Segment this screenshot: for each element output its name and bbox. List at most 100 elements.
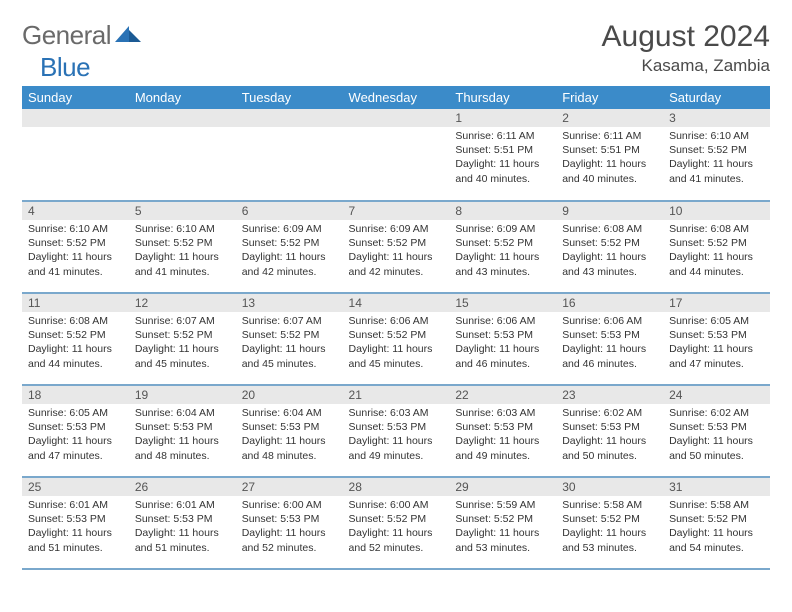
- day-number: 27: [236, 478, 343, 496]
- calendar-cell: [22, 109, 129, 201]
- day-details: Sunrise: 6:07 AMSunset: 5:52 PMDaylight:…: [129, 312, 236, 375]
- sunset-line: Sunset: 5:52 PM: [28, 236, 123, 250]
- daylight-line: Daylight: 11 hours and 52 minutes.: [242, 526, 337, 554]
- calendar-cell: 16Sunrise: 6:06 AMSunset: 5:53 PMDayligh…: [556, 293, 663, 385]
- daylight-line: Daylight: 11 hours and 51 minutes.: [135, 526, 230, 554]
- sunset-line: Sunset: 5:52 PM: [669, 512, 764, 526]
- sunrise-line: Sunrise: 6:03 AM: [455, 406, 550, 420]
- day-number: 3: [663, 109, 770, 127]
- daylight-line: Daylight: 11 hours and 48 minutes.: [242, 434, 337, 462]
- sunrise-line: Sunrise: 6:08 AM: [669, 222, 764, 236]
- sunset-line: Sunset: 5:53 PM: [669, 420, 764, 434]
- day-number: 22: [449, 386, 556, 404]
- day-number: 24: [663, 386, 770, 404]
- sunset-line: Sunset: 5:53 PM: [455, 420, 550, 434]
- calendar-table: Sunday Monday Tuesday Wednesday Thursday…: [22, 86, 770, 570]
- day-details: Sunrise: 6:09 AMSunset: 5:52 PMDaylight:…: [236, 220, 343, 283]
- sunrise-line: Sunrise: 5:58 AM: [562, 498, 657, 512]
- sunrise-line: Sunrise: 6:02 AM: [562, 406, 657, 420]
- day-number: 15: [449, 294, 556, 312]
- sunset-line: Sunset: 5:53 PM: [28, 420, 123, 434]
- sunset-line: Sunset: 5:51 PM: [455, 143, 550, 157]
- sunrise-line: Sunrise: 6:05 AM: [669, 314, 764, 328]
- calendar-cell: 18Sunrise: 6:05 AMSunset: 5:53 PMDayligh…: [22, 385, 129, 477]
- daylight-line: Daylight: 11 hours and 40 minutes.: [455, 157, 550, 185]
- calendar-cell: 27Sunrise: 6:00 AMSunset: 5:53 PMDayligh…: [236, 477, 343, 569]
- sunrise-line: Sunrise: 6:04 AM: [242, 406, 337, 420]
- calendar-row: 18Sunrise: 6:05 AMSunset: 5:53 PMDayligh…: [22, 385, 770, 477]
- daylight-line: Daylight: 11 hours and 41 minutes.: [135, 250, 230, 278]
- daylight-line: Daylight: 11 hours and 46 minutes.: [562, 342, 657, 370]
- day-number: 17: [663, 294, 770, 312]
- day-details: Sunrise: 6:05 AMSunset: 5:53 PMDaylight:…: [22, 404, 129, 467]
- sunset-line: Sunset: 5:52 PM: [455, 236, 550, 250]
- day-details: Sunrise: 6:10 AMSunset: 5:52 PMDaylight:…: [663, 127, 770, 190]
- sunset-line: Sunset: 5:53 PM: [562, 420, 657, 434]
- daylight-line: Daylight: 11 hours and 53 minutes.: [455, 526, 550, 554]
- day-details: Sunrise: 6:04 AMSunset: 5:53 PMDaylight:…: [129, 404, 236, 467]
- sunrise-line: Sunrise: 6:10 AM: [669, 129, 764, 143]
- day-number: 4: [22, 202, 129, 220]
- day-details: Sunrise: 6:06 AMSunset: 5:53 PMDaylight:…: [449, 312, 556, 375]
- sunrise-line: Sunrise: 6:06 AM: [562, 314, 657, 328]
- weekday-header: Sunday: [22, 86, 129, 109]
- day-number: 6: [236, 202, 343, 220]
- logo-text-1: General: [22, 20, 111, 51]
- day-number: 25: [22, 478, 129, 496]
- weekday-header: Thursday: [449, 86, 556, 109]
- calendar-cell: [343, 109, 450, 201]
- calendar-cell: 13Sunrise: 6:07 AMSunset: 5:52 PMDayligh…: [236, 293, 343, 385]
- day-details: Sunrise: 6:06 AMSunset: 5:53 PMDaylight:…: [556, 312, 663, 375]
- daylight-line: Daylight: 11 hours and 53 minutes.: [562, 526, 657, 554]
- sunset-line: Sunset: 5:53 PM: [562, 328, 657, 342]
- day-number: 11: [22, 294, 129, 312]
- day-details: Sunrise: 6:03 AMSunset: 5:53 PMDaylight:…: [449, 404, 556, 467]
- day-details: Sunrise: 6:03 AMSunset: 5:53 PMDaylight:…: [343, 404, 450, 467]
- calendar-row: 4Sunrise: 6:10 AMSunset: 5:52 PMDaylight…: [22, 201, 770, 293]
- calendar-cell: 5Sunrise: 6:10 AMSunset: 5:52 PMDaylight…: [129, 201, 236, 293]
- sunrise-line: Sunrise: 6:11 AM: [455, 129, 550, 143]
- calendar-cell: 3Sunrise: 6:10 AMSunset: 5:52 PMDaylight…: [663, 109, 770, 201]
- sunrise-line: Sunrise: 6:09 AM: [349, 222, 444, 236]
- day-number: 14: [343, 294, 450, 312]
- daylight-line: Daylight: 11 hours and 41 minutes.: [669, 157, 764, 185]
- header: General August 2024 Kasama, Zambia: [22, 20, 770, 76]
- day-number: 30: [556, 478, 663, 496]
- weekday-header: Monday: [129, 86, 236, 109]
- daylight-line: Daylight: 11 hours and 50 minutes.: [669, 434, 764, 462]
- calendar-cell: [236, 109, 343, 201]
- calendar-cell: 24Sunrise: 6:02 AMSunset: 5:53 PMDayligh…: [663, 385, 770, 477]
- calendar-cell: [129, 109, 236, 201]
- day-details: Sunrise: 6:08 AMSunset: 5:52 PMDaylight:…: [22, 312, 129, 375]
- sunrise-line: Sunrise: 6:10 AM: [28, 222, 123, 236]
- sunset-line: Sunset: 5:52 PM: [242, 328, 337, 342]
- sunrise-line: Sunrise: 6:06 AM: [455, 314, 550, 328]
- daylight-line: Daylight: 11 hours and 47 minutes.: [28, 434, 123, 462]
- calendar-cell: 30Sunrise: 5:58 AMSunset: 5:52 PMDayligh…: [556, 477, 663, 569]
- daylight-line: Daylight: 11 hours and 49 minutes.: [455, 434, 550, 462]
- sunset-line: Sunset: 5:52 PM: [28, 328, 123, 342]
- day-number: 21: [343, 386, 450, 404]
- sunrise-line: Sunrise: 6:09 AM: [242, 222, 337, 236]
- sunset-line: Sunset: 5:52 PM: [135, 236, 230, 250]
- daylight-line: Daylight: 11 hours and 45 minutes.: [242, 342, 337, 370]
- sunrise-line: Sunrise: 6:06 AM: [349, 314, 444, 328]
- day-number: 16: [556, 294, 663, 312]
- day-number: 1: [449, 109, 556, 127]
- daylight-line: Daylight: 11 hours and 41 minutes.: [28, 250, 123, 278]
- day-number: 31: [663, 478, 770, 496]
- sunrise-line: Sunrise: 6:09 AM: [455, 222, 550, 236]
- daylight-line: Daylight: 11 hours and 51 minutes.: [28, 526, 123, 554]
- day-details: Sunrise: 6:00 AMSunset: 5:53 PMDaylight:…: [236, 496, 343, 559]
- calendar-cell: 15Sunrise: 6:06 AMSunset: 5:53 PMDayligh…: [449, 293, 556, 385]
- calendar-cell: 14Sunrise: 6:06 AMSunset: 5:52 PMDayligh…: [343, 293, 450, 385]
- sunrise-line: Sunrise: 6:01 AM: [135, 498, 230, 512]
- day-details: Sunrise: 6:04 AMSunset: 5:53 PMDaylight:…: [236, 404, 343, 467]
- day-number: 7: [343, 202, 450, 220]
- day-number: 19: [129, 386, 236, 404]
- calendar-cell: 9Sunrise: 6:08 AMSunset: 5:52 PMDaylight…: [556, 201, 663, 293]
- weekday-header-row: Sunday Monday Tuesday Wednesday Thursday…: [22, 86, 770, 109]
- calendar-cell: 31Sunrise: 5:58 AMSunset: 5:52 PMDayligh…: [663, 477, 770, 569]
- calendar-cell: 28Sunrise: 6:00 AMSunset: 5:52 PMDayligh…: [343, 477, 450, 569]
- calendar-cell: 29Sunrise: 5:59 AMSunset: 5:52 PMDayligh…: [449, 477, 556, 569]
